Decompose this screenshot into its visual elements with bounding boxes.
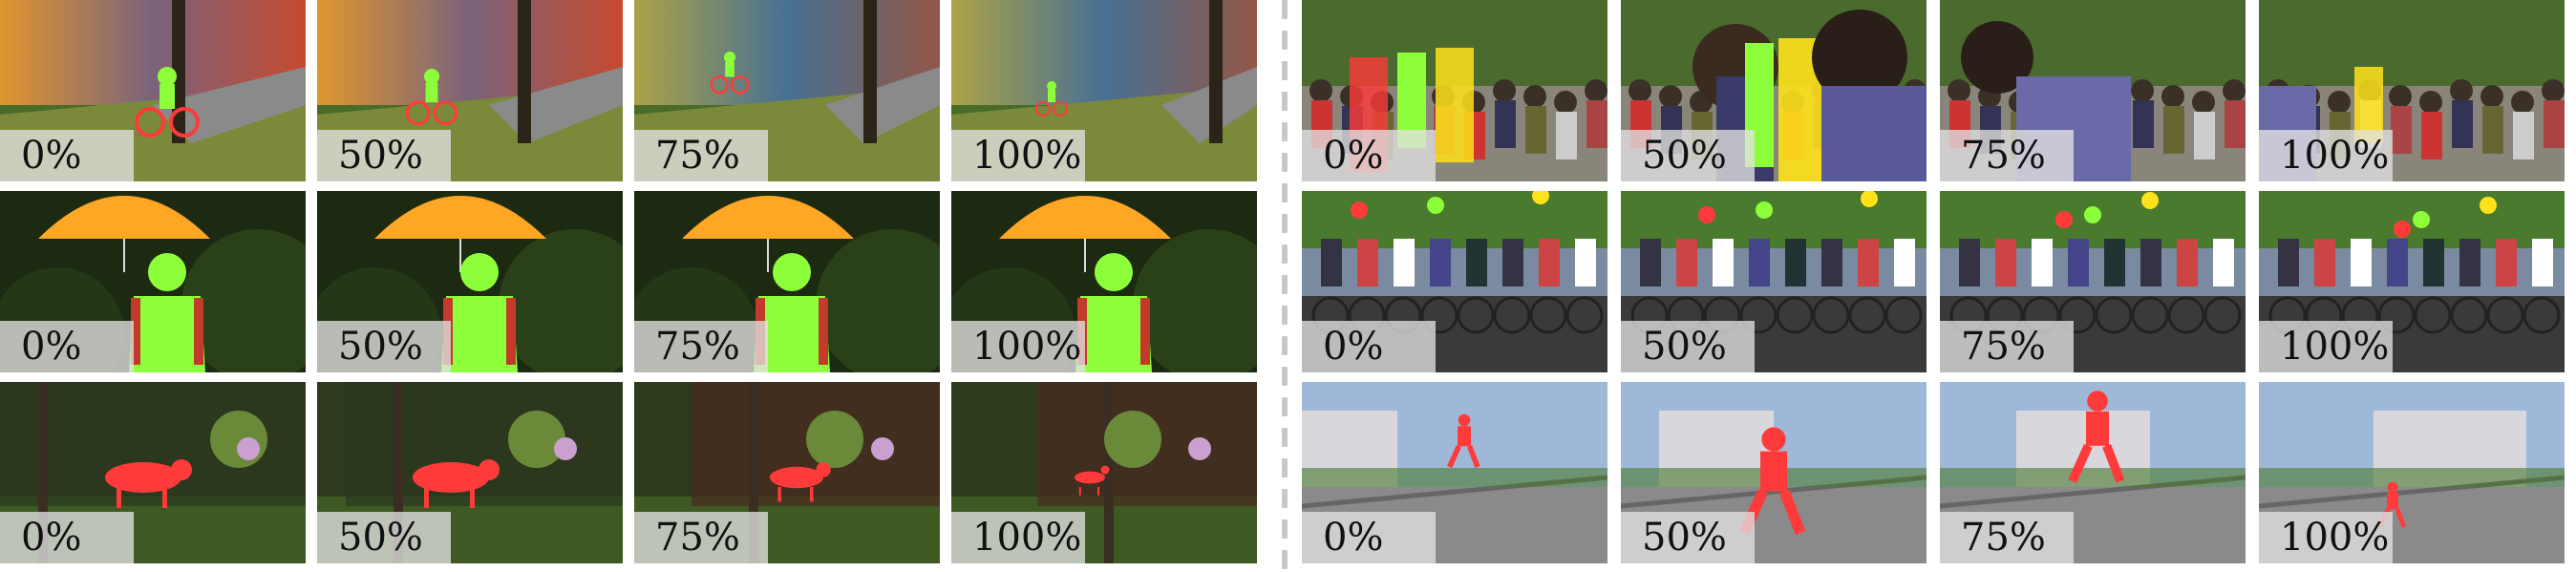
progress-label: 0%	[0, 130, 134, 181]
girl-umbrella-frame-2: 75%	[634, 191, 940, 372]
crowd-street-frame-2: 75%	[1940, 0, 2246, 181]
progress-label: 75%	[1940, 512, 2074, 563]
parkour-runner-frame-0: 0%	[1302, 382, 1607, 563]
girl-umbrella-frame-1: 50%	[317, 191, 623, 372]
fox-garden-frame-0: 0%	[0, 382, 306, 563]
progress-label: 50%	[317, 512, 451, 563]
crowd-street-frame-1: 50%	[1621, 0, 1927, 181]
cyclist-graffiti-frame-0: 0%	[0, 0, 306, 181]
crowd-street-frame-3: 100%	[2259, 0, 2565, 181]
progress-label: 75%	[634, 321, 768, 372]
progress-label: 0%	[0, 512, 134, 563]
parkour-runner-frame-2: 75%	[1940, 382, 2246, 563]
parkour-runner-frame-3: 100%	[2259, 382, 2565, 563]
fox-garden-frame-2: 75%	[634, 382, 940, 563]
progress-label: 75%	[634, 130, 768, 181]
progress-label: 75%	[634, 512, 768, 563]
progress-label: 100%	[2259, 512, 2393, 563]
progress-label: 50%	[1621, 321, 1755, 372]
cyclist-graffiti-frame-1: 50%	[317, 0, 623, 181]
progress-label: 100%	[951, 512, 1085, 563]
cyclist-graffiti-frame-2: 75%	[634, 0, 940, 181]
progress-label: 50%	[1621, 512, 1755, 563]
progress-label: 75%	[1940, 321, 2074, 372]
fox-garden-frame-1: 50%	[317, 382, 623, 563]
dashed-divider	[1278, 0, 1291, 572]
cyclists-race-frame-2: 75%	[1940, 191, 2246, 372]
progress-label: 50%	[317, 321, 451, 372]
cyclist-graffiti-frame-3: 100%	[951, 0, 1257, 181]
girl-umbrella-frame-0: 0%	[0, 191, 306, 372]
progress-label: 0%	[1302, 130, 1436, 181]
girl-umbrella-frame-3: 100%	[951, 191, 1257, 372]
right-panel: 0% 50% 75% 100% 0% 50% 75% 100% 0% 50% 75% 100%	[1302, 0, 2576, 572]
cyclists-race-frame-1: 50%	[1621, 191, 1927, 372]
cyclists-race-frame-3: 100%	[2259, 191, 2565, 372]
progress-label: 50%	[1621, 130, 1755, 181]
progress-label: 100%	[2259, 130, 2393, 181]
progress-label: 50%	[317, 130, 451, 181]
progress-label: 0%	[0, 321, 134, 372]
parkour-runner-frame-1: 50%	[1621, 382, 1927, 563]
progress-label: 100%	[2259, 321, 2393, 372]
crowd-street-frame-0: 0%	[1302, 0, 1607, 181]
fox-garden-frame-3: 100%	[951, 382, 1257, 563]
cyclists-race-frame-0: 0%	[1302, 191, 1607, 372]
progress-label: 0%	[1302, 321, 1436, 372]
left-panel: 0% 50% 75% 100% 0% 50% 75% 100% 0% 50% 75% 100%	[0, 0, 1270, 572]
progress-label: 0%	[1302, 512, 1436, 563]
progress-label: 75%	[1940, 130, 2074, 181]
progress-label: 100%	[951, 321, 1085, 372]
progress-label: 100%	[951, 130, 1085, 181]
